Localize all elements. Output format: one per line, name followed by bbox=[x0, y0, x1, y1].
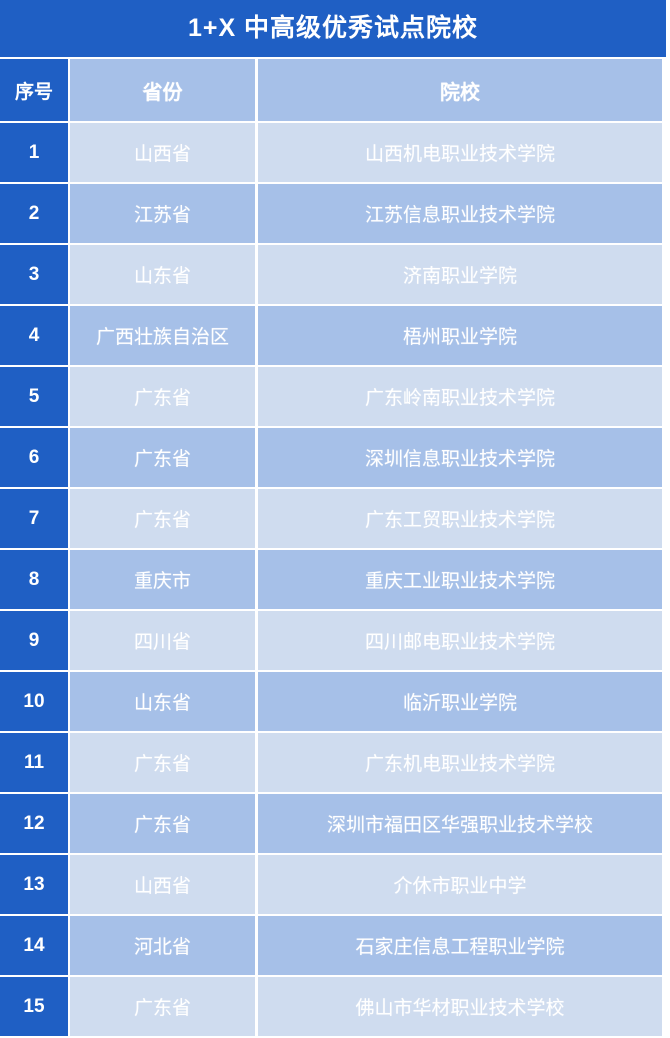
table-row: 3 山东省 济南职业学院 bbox=[0, 243, 666, 304]
row-school-cell: 临沂职业学院 bbox=[256, 670, 666, 731]
row-school-cell: 江苏信息职业技术学院 bbox=[256, 182, 666, 243]
row-index-cell: 11 bbox=[0, 731, 68, 792]
column-header-index: 序号 bbox=[0, 57, 68, 121]
row-index-cell: 12 bbox=[0, 792, 68, 853]
row-school-cell: 石家庄信息工程职业学院 bbox=[256, 914, 666, 975]
row-school-cell: 广东岭南职业技术学院 bbox=[256, 365, 666, 426]
table-row: 2 江苏省 江苏信息职业技术学院 bbox=[0, 182, 666, 243]
row-school-cell: 深圳信息职业技术学院 bbox=[256, 426, 666, 487]
row-school-cell: 山西机电职业技术学院 bbox=[256, 121, 666, 182]
row-index-cell: 5 bbox=[0, 365, 68, 426]
table-header-row: 序号 省份 院校 bbox=[0, 57, 666, 121]
row-province-cell: 山东省 bbox=[68, 243, 256, 304]
table-row: 1 山西省 山西机电职业技术学院 bbox=[0, 121, 666, 182]
row-province-cell: 山西省 bbox=[68, 121, 256, 182]
table-row: 10 山东省 临沂职业学院 bbox=[0, 670, 666, 731]
row-index-cell: 10 bbox=[0, 670, 68, 731]
table-row: 5 广东省 广东岭南职业技术学院 bbox=[0, 365, 666, 426]
row-index-cell: 9 bbox=[0, 609, 68, 670]
row-school-cell: 介休市职业中学 bbox=[256, 853, 666, 914]
row-province-cell: 广东省 bbox=[68, 792, 256, 853]
row-province-cell: 山东省 bbox=[68, 670, 256, 731]
column-header-school: 院校 bbox=[256, 57, 666, 121]
table-row: 12 广东省 深圳市福田区华强职业技术学校 bbox=[0, 792, 666, 853]
table-row: 14 河北省 石家庄信息工程职业学院 bbox=[0, 914, 666, 975]
row-index-cell: 14 bbox=[0, 914, 68, 975]
row-province-cell: 江苏省 bbox=[68, 182, 256, 243]
row-province-cell: 广东省 bbox=[68, 426, 256, 487]
row-index-cell: 6 bbox=[0, 426, 68, 487]
row-school-cell: 深圳市福田区华强职业技术学校 bbox=[256, 792, 666, 853]
row-province-cell: 广西壮族自治区 bbox=[68, 304, 256, 365]
table-row: 6 广东省 深圳信息职业技术学院 bbox=[0, 426, 666, 487]
row-school-cell: 四川邮电职业技术学院 bbox=[256, 609, 666, 670]
row-index-cell: 15 bbox=[0, 975, 68, 1036]
row-province-cell: 广东省 bbox=[68, 365, 256, 426]
row-province-cell: 广东省 bbox=[68, 731, 256, 792]
row-school-cell: 佛山市华材职业技术学校 bbox=[256, 975, 666, 1036]
row-index-cell: 2 bbox=[0, 182, 68, 243]
table-row: 4 广西壮族自治区 梧州职业学院 bbox=[0, 304, 666, 365]
row-index-cell: 13 bbox=[0, 853, 68, 914]
row-school-cell: 梧州职业学院 bbox=[256, 304, 666, 365]
table-row: 7 广东省 广东工贸职业技术学院 bbox=[0, 487, 666, 548]
table-row: 13 山西省 介休市职业中学 bbox=[0, 853, 666, 914]
table-row: 8 重庆市 重庆工业职业技术学院 bbox=[0, 548, 666, 609]
row-school-cell: 广东机电职业技术学院 bbox=[256, 731, 666, 792]
row-province-cell: 山西省 bbox=[68, 853, 256, 914]
row-school-cell: 重庆工业职业技术学院 bbox=[256, 548, 666, 609]
row-province-cell: 广东省 bbox=[68, 975, 256, 1036]
row-index-cell: 1 bbox=[0, 121, 68, 182]
table-row: 9 四川省 四川邮电职业技术学院 bbox=[0, 609, 666, 670]
table-title-banner: 1+X 中高级优秀试点院校 bbox=[0, 0, 666, 57]
page-title: 1+X 中高级优秀试点院校 bbox=[187, 14, 479, 42]
pilot-schools-table: 序号 省份 院校 1 山西省 山西机电职业技术学院 2 江苏省 江苏信息职业技术… bbox=[0, 57, 666, 1036]
row-province-cell: 重庆市 bbox=[68, 548, 256, 609]
row-index-cell: 3 bbox=[0, 243, 68, 304]
row-province-cell: 四川省 bbox=[68, 609, 256, 670]
row-index-cell: 7 bbox=[0, 487, 68, 548]
row-school-cell: 广东工贸职业技术学院 bbox=[256, 487, 666, 548]
row-province-cell: 河北省 bbox=[68, 914, 256, 975]
column-header-province: 省份 bbox=[68, 57, 256, 121]
table-row: 11 广东省 广东机电职业技术学院 bbox=[0, 731, 666, 792]
table-row: 15 广东省 佛山市华材职业技术学校 bbox=[0, 975, 666, 1036]
row-index-cell: 4 bbox=[0, 304, 68, 365]
row-index-cell: 8 bbox=[0, 548, 68, 609]
row-school-cell: 济南职业学院 bbox=[256, 243, 666, 304]
row-province-cell: 广东省 bbox=[68, 487, 256, 548]
